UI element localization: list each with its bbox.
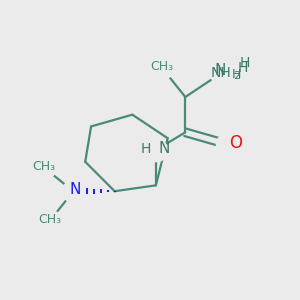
- Text: N: N: [215, 63, 226, 78]
- Text: NH: NH: [210, 66, 231, 80]
- Text: O: O: [230, 134, 242, 152]
- Text: H: H: [238, 61, 248, 75]
- Text: 2: 2: [233, 71, 240, 81]
- Text: H: H: [232, 68, 241, 81]
- Text: CH₃: CH₃: [32, 160, 56, 173]
- Text: H: H: [141, 142, 152, 155]
- Text: N: N: [158, 141, 169, 156]
- Text: CH₃: CH₃: [150, 60, 173, 73]
- Text: H: H: [240, 56, 250, 70]
- Text: N: N: [69, 182, 81, 197]
- Text: CH₃: CH₃: [38, 213, 61, 226]
